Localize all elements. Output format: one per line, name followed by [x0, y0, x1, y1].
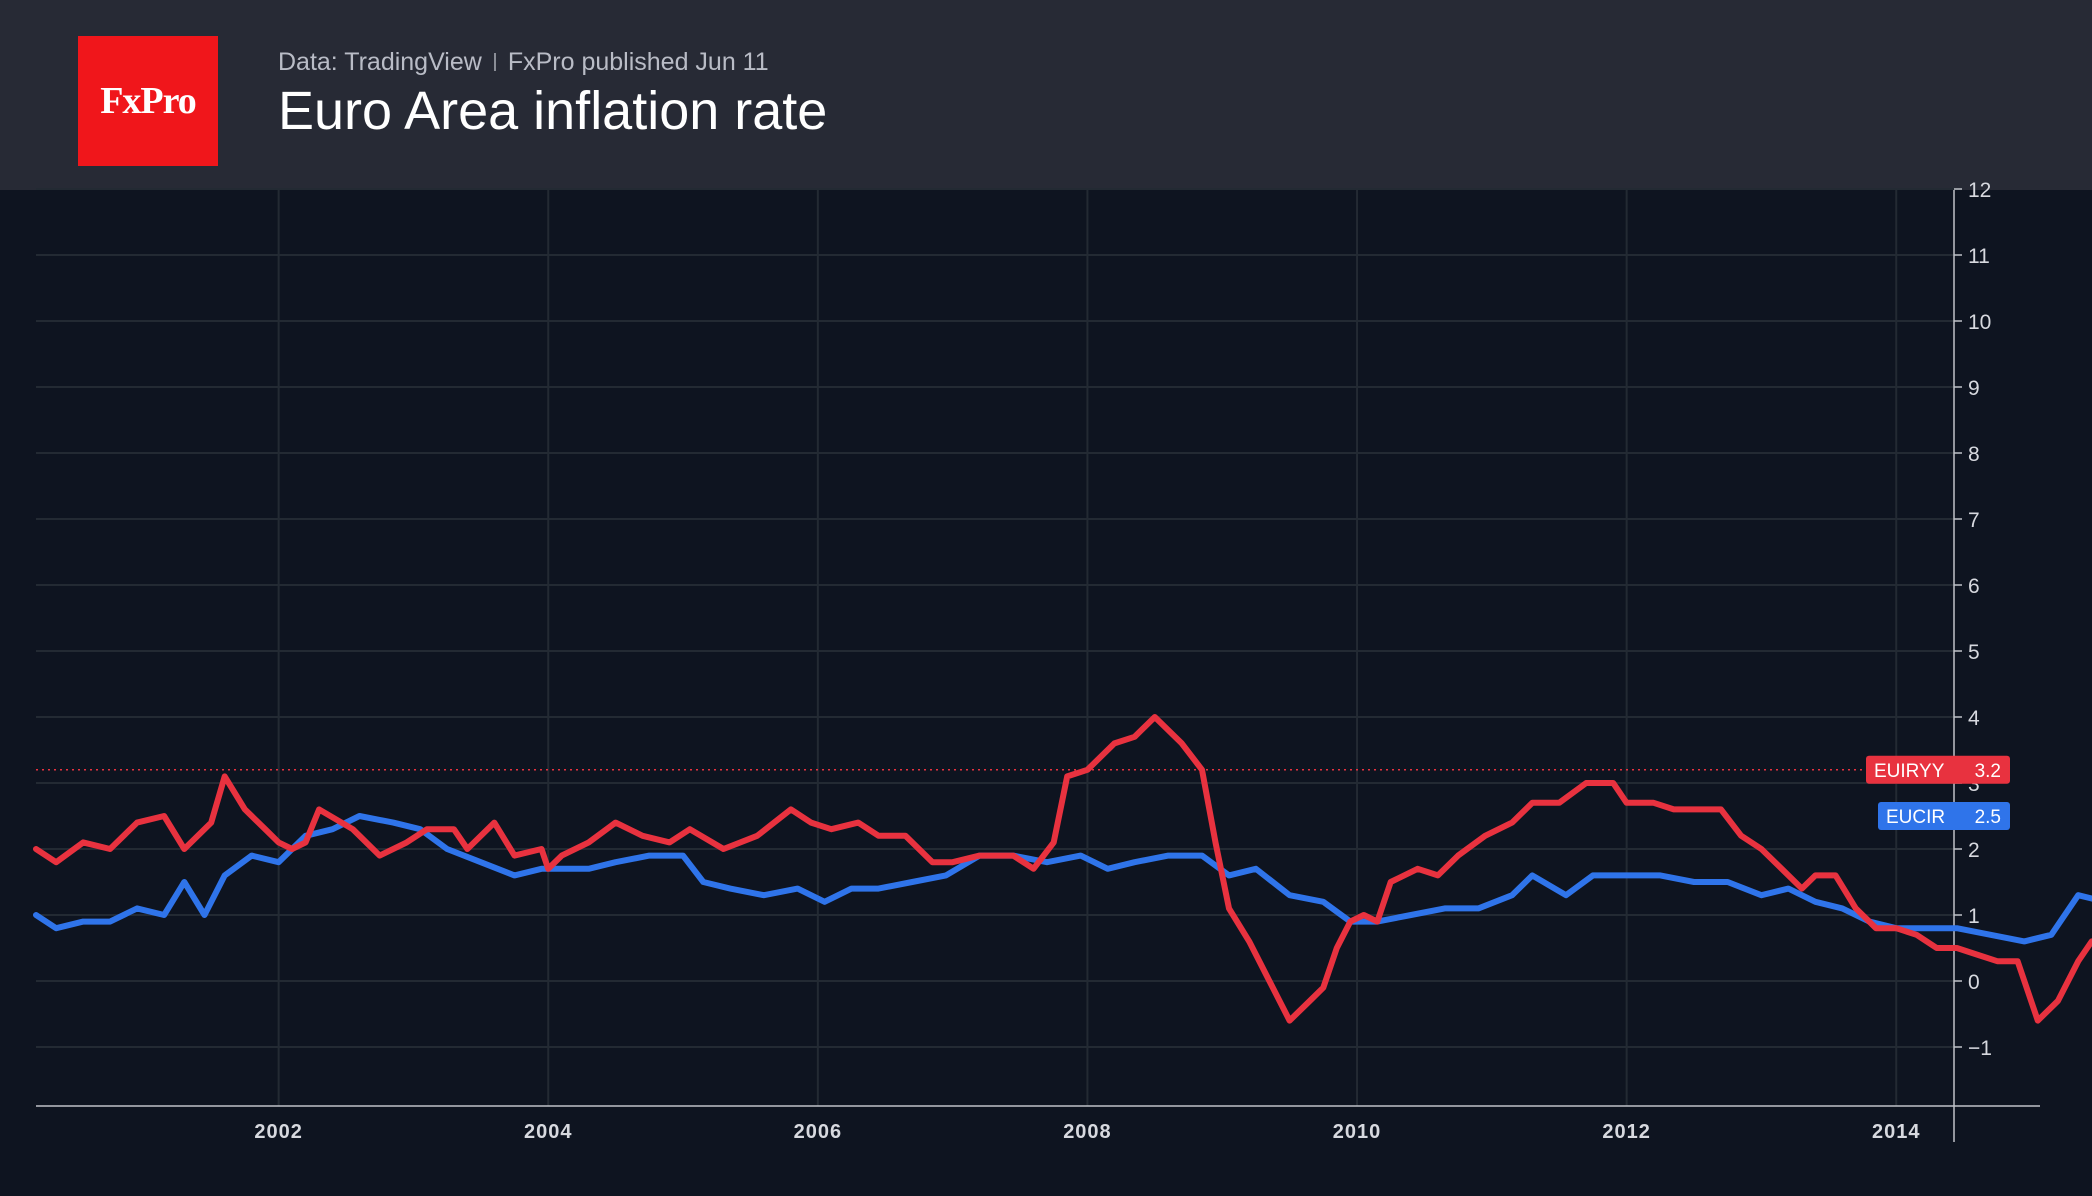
y-tick-label: 12: [1968, 179, 1991, 202]
y-tick-label: 8: [1968, 443, 1980, 466]
series-line-eucir: [33, 813, 2092, 945]
x-tick-label: 2010: [1333, 1121, 1382, 1143]
chart-title: Euro Area inflation rate: [278, 81, 828, 141]
y-tick-label: 5: [1968, 641, 1980, 664]
y-tick-label: 1: [1968, 905, 1980, 928]
euiryy-tag-name: EUIRYY: [1874, 761, 1945, 782]
y-tick-label: 10: [1968, 311, 1991, 334]
source-text: Data: TradingView: [278, 48, 482, 76]
y-tick-label: 7: [1968, 509, 1980, 532]
euiryy-tag-bg: [1866, 755, 2010, 784]
logo-text: FxPro: [100, 80, 197, 122]
header-bar: FxPro Data: TradingView FxPro published J…: [0, 0, 2092, 190]
published-text: FxPro published Jun 11: [507, 48, 769, 76]
y-tick-label: 3: [1968, 773, 1980, 796]
x-tick-label: 2012: [1602, 1121, 1651, 1143]
x-tick-label: 2014: [1872, 1121, 1921, 1143]
eucir-tag-name: EUCIR: [1886, 807, 1945, 828]
source-line: Data: TradingView FxPro published Jun 11: [278, 48, 769, 77]
separator: [493, 53, 496, 71]
x-tick-label: 2006: [794, 1121, 843, 1143]
y-tick-label: 0: [1968, 971, 1980, 994]
x-tick-label: 2002: [254, 1121, 303, 1143]
fxpro-logo: FxPro: [78, 36, 218, 166]
euiryy-tag-value: 3.2: [1975, 761, 2001, 782]
eucir-tag-bg: [1878, 802, 2010, 830]
y-tick-label: 2: [1968, 839, 1980, 862]
eucir-tag-value: 2.5: [1975, 807, 2001, 828]
x-tick-label: 2008: [1063, 1121, 1112, 1143]
y-tick-label: 4: [1968, 707, 1980, 730]
y-tick-label: −1: [1968, 1037, 1992, 1060]
x-tick-label: 2004: [524, 1121, 573, 1143]
y-tick-label: 6: [1968, 575, 1980, 598]
y-tick-label: 9: [1968, 377, 1980, 400]
series-line-euiryy: [33, 714, 2092, 1024]
y-tick-label: 11: [1968, 245, 1990, 268]
